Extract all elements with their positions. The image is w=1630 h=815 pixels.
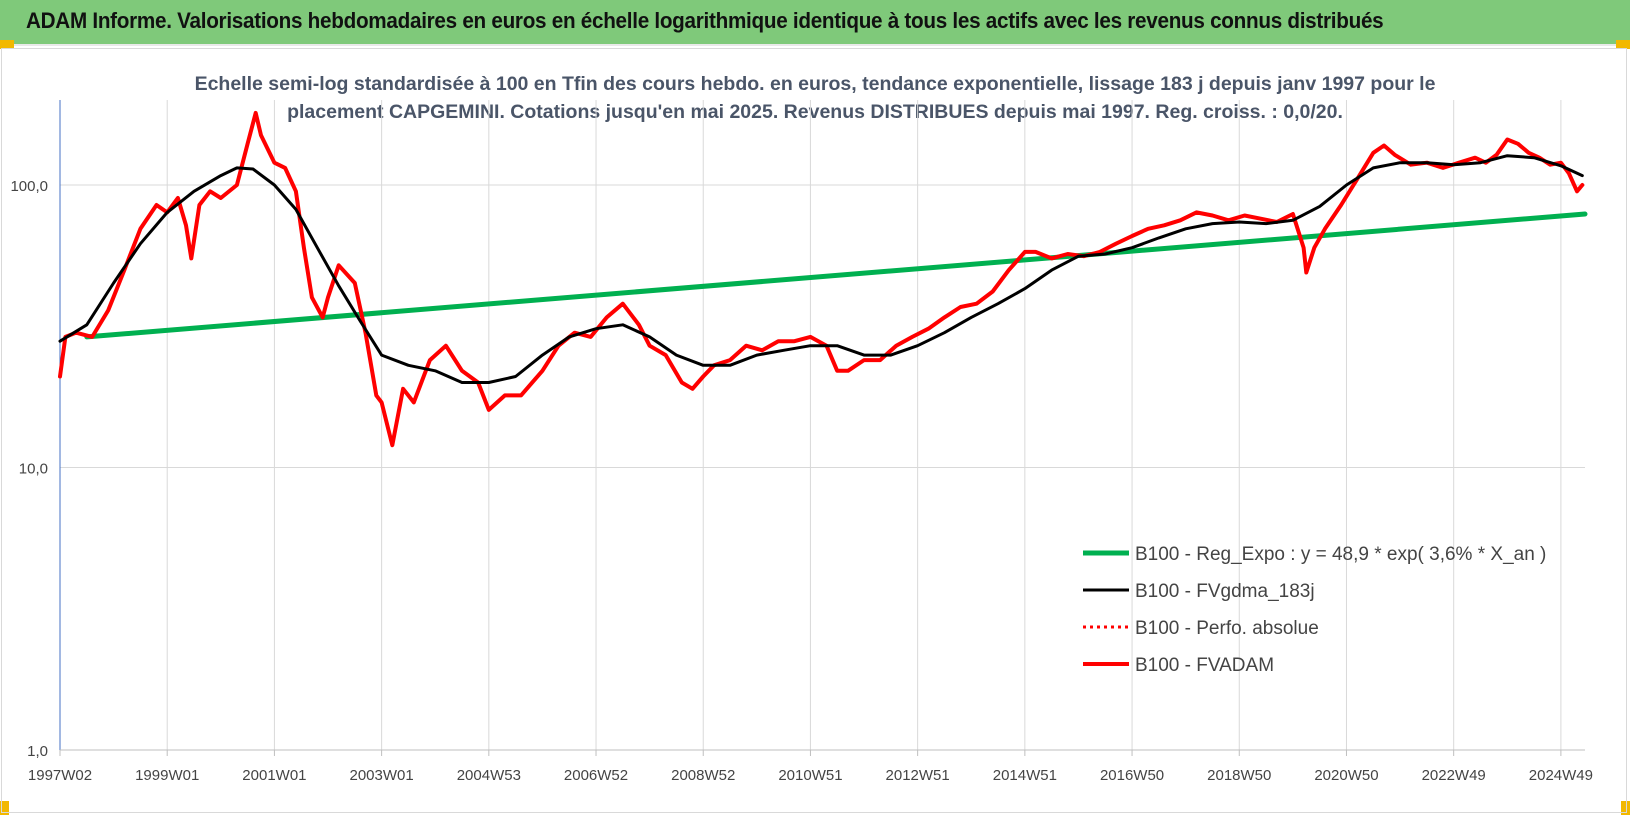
y-tick-label: 100,0 — [10, 178, 48, 195]
y-tick-label: 1,0 — [27, 743, 48, 760]
series-fvadam-line — [58, 110, 1585, 448]
x-tick-label: 1997W02 — [28, 767, 92, 784]
legend-label: B100 - FVADAM — [1135, 655, 1274, 676]
gridlines — [59, 100, 1585, 751]
x-tick-label: 2022W49 — [1422, 767, 1486, 784]
x-tick-label: 2018W50 — [1207, 767, 1271, 784]
x-tick-label: 2014W51 — [993, 767, 1057, 784]
legend-label: B100 - Reg_Expo : y = 48,9 * exp( 3,6% *… — [1135, 544, 1546, 565]
x-tick-label: 2010W51 — [778, 767, 842, 784]
corner-marker — [1616, 40, 1630, 49]
x-tick-label: 2003W01 — [350, 767, 414, 784]
x-tick-label: 2012W51 — [886, 767, 950, 784]
y-tick-label: 10,0 — [19, 461, 48, 478]
x-tick-label: 2016W50 — [1100, 767, 1164, 784]
x-tick-label: 2001W01 — [242, 767, 306, 784]
x-tick-label: 2024W49 — [1529, 767, 1593, 784]
series-reg-expo-line — [84, 211, 1588, 340]
corner-marker — [0, 801, 9, 815]
corner-marker — [0, 40, 14, 49]
chart-title: Echelle semi-log standardisée à 100 en T… — [194, 73, 1436, 123]
series-fvgdma-line — [58, 154, 1584, 384]
x-tick-label: 1999W01 — [135, 767, 199, 784]
chart-frame — [1, 48, 1627, 813]
legend-label: B100 - FVgdma_183j — [1135, 581, 1315, 602]
x-tick-label: 2008W52 — [671, 767, 735, 784]
corner-marker — [1621, 801, 1630, 815]
legend: B100 - Reg_Expo : y = 48,9 * exp( 3,6% *… — [1083, 544, 1546, 676]
x-tick-label: 2020W50 — [1314, 767, 1378, 784]
legend-label: B100 - Perfo. absolue — [1135, 618, 1319, 639]
header-bar: ADAM Informe. Valorisations hebdomadaire… — [0, 0, 1630, 46]
x-tick-label: 2006W52 — [564, 767, 628, 784]
x-tick-label: 2004W53 — [457, 767, 521, 784]
page-title: ADAM Informe. Valorisations hebdomadaire… — [26, 8, 1384, 33]
